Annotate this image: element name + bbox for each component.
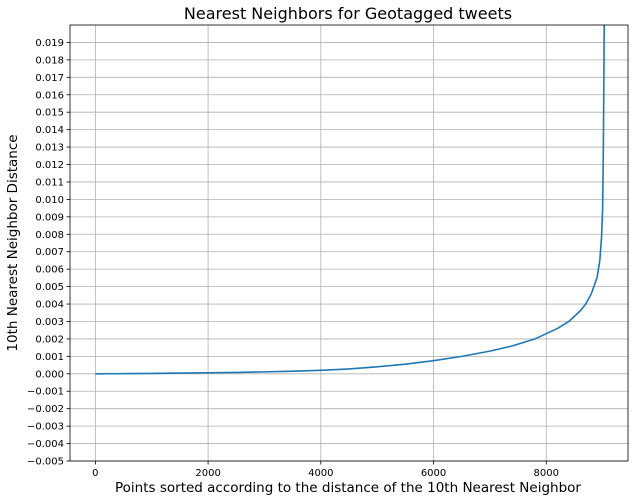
plot-area — [95, 25, 606, 375]
y-tick-label: 0.014 — [35, 125, 64, 136]
x-tick-label: 2000 — [195, 468, 220, 479]
grid — [70, 25, 628, 462]
y-tick-label: 0.006 — [35, 265, 64, 276]
y-tick-label: 0.011 — [35, 177, 64, 188]
x-tick-label: 0 — [92, 468, 98, 479]
y-tick-label: 0.000 — [35, 369, 64, 380]
y-tick-label: 0.012 — [35, 160, 64, 171]
y-tick-label: 0.004 — [35, 300, 64, 311]
y-tick-label: −0.005 — [27, 457, 64, 468]
y-tick-label: 0.005 — [35, 282, 64, 293]
y-tick-label: −0.001 — [27, 387, 64, 398]
y-tick-label: −0.004 — [27, 439, 64, 450]
y-tick-label: 0.015 — [35, 108, 64, 119]
y-tick-label: 0.017 — [35, 73, 64, 84]
y-tick-label: 0.018 — [35, 55, 64, 66]
y-tick-label: 0.002 — [35, 334, 64, 345]
chart-title: Nearest Neighbors for Geotagged tweets — [184, 4, 512, 23]
y-tick-label: 0.013 — [35, 143, 64, 154]
y-axis-label: 10th Nearest Neighbor Distance — [5, 134, 21, 351]
y-tick-label: 0.010 — [35, 195, 64, 206]
y-tick-label: 0.019 — [35, 38, 64, 49]
x-tick-label: 4000 — [308, 468, 333, 479]
y-tick-label: 0.009 — [35, 212, 64, 223]
x-axis-label: Points sorted according to the distance … — [115, 480, 581, 496]
y-tick-label: 0.003 — [35, 317, 64, 328]
y-tick-label: 0.008 — [35, 230, 64, 241]
x-tick-label: 8000 — [534, 468, 559, 479]
series-line — [95, 25, 606, 375]
y-tick-label: 0.007 — [35, 247, 64, 258]
y-tick-label: −0.003 — [27, 422, 64, 433]
y-tick-label: 0.001 — [35, 352, 64, 363]
x-tick-label: 6000 — [421, 468, 446, 479]
y-tick-label: 0.016 — [35, 90, 64, 101]
axis-ticks: −0.005 −0.004 −0.003 −0.002 −0.001 0.000 0.001… — [27, 38, 559, 479]
plot-frame — [69, 24, 629, 462]
y-tick-label: −0.002 — [27, 404, 64, 415]
